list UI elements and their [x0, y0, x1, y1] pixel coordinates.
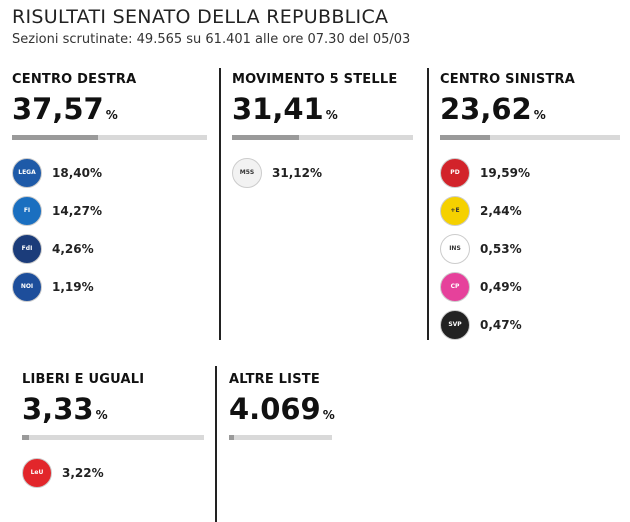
coalition-bar: [229, 435, 332, 440]
party-row: +E 2,44%: [440, 192, 620, 230]
coalition-bar: [440, 135, 620, 140]
lega-logo: LEGA: [12, 158, 42, 188]
divider: [427, 68, 429, 340]
coalition-m5s: MOVIMENTO 5 STELLE 31,41% M5S 31,12%: [232, 72, 413, 192]
coalition-bar-fill: [229, 435, 234, 440]
coalition-centro-destra: CENTRO DESTRA 37,57% LEGA 18,40% FI 14,27% F…: [12, 72, 207, 306]
pd-logo: PD: [440, 158, 470, 188]
coalition-title: CENTRO SINISTRA: [440, 72, 575, 87]
m5s-logo: M5S: [232, 158, 262, 188]
party-percentage: 31,12%: [272, 166, 322, 180]
coalition-percentage: 23,62%: [440, 92, 546, 126]
party-row: LeU 3,22%: [22, 454, 204, 492]
coalition-bar-fill: [22, 435, 30, 440]
party-percentage: 4,26%: [52, 242, 94, 256]
coalition-percentage: 4.069%: [229, 392, 335, 426]
party-row: FI 14,27%: [12, 192, 207, 230]
noi-con-italia-logo: NOI: [12, 272, 42, 302]
party-percentage: 1,19%: [52, 280, 94, 294]
fratelli-italia-logo: FdI: [12, 234, 42, 264]
insieme-logo: INS: [440, 234, 470, 264]
party-percentage: 2,44%: [480, 204, 522, 218]
coalition-centro-sinistra: CENTRO SINISTRA 23,62% PD 19,59% +E 2,44% IN…: [440, 72, 620, 344]
divider: [215, 366, 217, 522]
coalition-bar-fill: [232, 135, 299, 140]
coalition-percentage: 31,41%: [232, 92, 338, 126]
party-percentage: 19,59%: [480, 166, 530, 180]
party-row: PD 19,59%: [440, 154, 620, 192]
coalition-percentage: 37,57%: [12, 92, 118, 126]
party-row: INS 0,53%: [440, 230, 620, 268]
coalition-altre-liste: ALTRE LISTE 4.069%: [229, 372, 335, 440]
coalition-bar: [12, 135, 207, 140]
party-row: FdI 4,26%: [12, 230, 207, 268]
party-percentage: 14,27%: [52, 204, 102, 218]
party-percentage: 3,22%: [62, 466, 104, 480]
page-subtitle: Sezioni scrutinate: 49.565 su 61.401 all…: [12, 32, 411, 47]
party-row: M5S 31,12%: [232, 154, 413, 192]
divider: [219, 68, 221, 340]
party-list: LeU 3,22%: [22, 454, 204, 492]
page-title: RISULTATI SENATO DELLA REPUBBLICA: [12, 6, 389, 28]
coalition-liberi-uguali: LIBERI E UGUALI 3,33% LeU 3,22%: [22, 372, 204, 492]
coalition-bar-fill: [12, 135, 99, 140]
coalition-bar: [22, 435, 204, 440]
party-row: SVP 0,47%: [440, 306, 620, 344]
party-percentage: 0,53%: [480, 242, 522, 256]
coalition-percentage: 3,33%: [22, 392, 108, 426]
piu-europa-logo: +E: [440, 196, 470, 226]
civica-popolare-logo: CP: [440, 272, 470, 302]
forza-italia-logo: FI: [12, 196, 42, 226]
party-percentage: 18,40%: [52, 166, 102, 180]
coalition-title: ALTRE LISTE: [229, 372, 320, 387]
coalition-title: MOVIMENTO 5 STELLE: [232, 72, 398, 87]
coalition-bar-fill: [440, 135, 491, 140]
coalition-bar: [232, 135, 413, 140]
party-list: PD 19,59% +E 2,44% INS 0,53% CP 0,49% SVP 0,47%: [440, 154, 620, 344]
party-row: NOI 1,19%: [12, 268, 207, 306]
liberi-uguali-logo: LeU: [22, 458, 52, 488]
party-row: LEGA 18,40%: [12, 154, 207, 192]
party-list: M5S 31,12%: [232, 154, 413, 192]
party-percentage: 0,47%: [480, 318, 522, 332]
coalition-title: CENTRO DESTRA: [12, 72, 137, 87]
party-list: LEGA 18,40% FI 14,27% FdI 4,26% NOI 1,19%: [12, 154, 207, 306]
coalition-title: LIBERI E UGUALI: [22, 372, 145, 387]
svp-logo: SVP: [440, 310, 470, 340]
party-percentage: 0,49%: [480, 280, 522, 294]
party-row: CP 0,49%: [440, 268, 620, 306]
